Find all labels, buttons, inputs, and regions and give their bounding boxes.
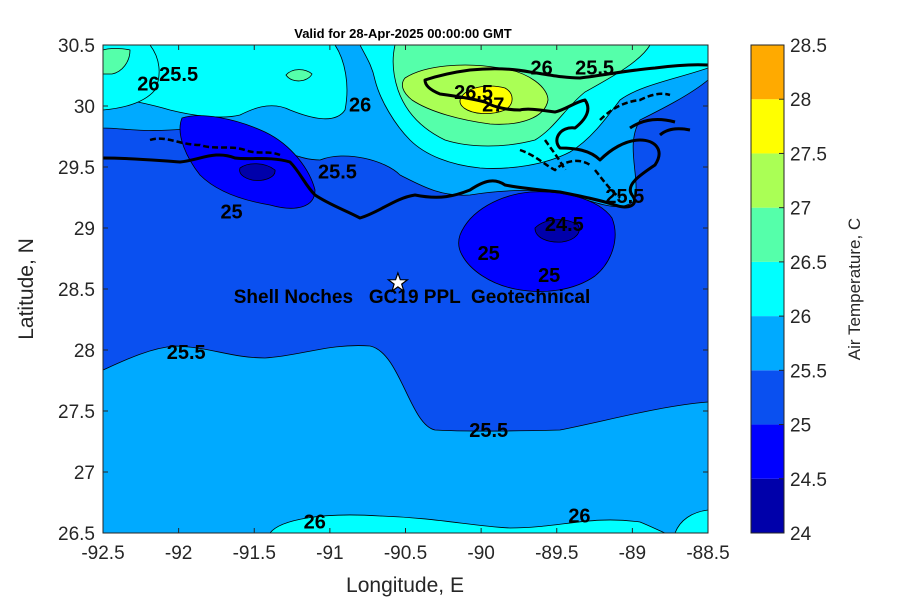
x-axis-label: Longitude, E [346, 574, 464, 597]
y-tick-label: 29.5 [58, 158, 95, 179]
contour-label: 26 [137, 74, 159, 96]
coastline-detail [149, 92, 671, 199]
contour-label: 25.5 [318, 161, 357, 183]
field-24-east [534, 219, 580, 243]
colorbar-tick-label: 27.5 [790, 144, 827, 165]
colorbar-segment [751, 45, 784, 100]
colorbar-tick-label: 26.5 [790, 253, 827, 274]
field-26-north [103, 45, 348, 120]
map-title: Valid for 28-Apr-2025 00:00:00 GMT [294, 26, 512, 41]
field-26-bottom-2 [674, 509, 708, 533]
colorbar-frame [750, 44, 785, 534]
colorbar-tick-label: 25 [790, 416, 811, 437]
colorbar-tick-label: 28.5 [790, 36, 827, 57]
x-tick-label: -90.5 [384, 543, 427, 564]
contour-label: 25.5 [575, 58, 614, 80]
colorbar-segment [751, 153, 784, 208]
contour-label: 27 [482, 94, 504, 116]
y-tick-label: 27 [74, 463, 95, 484]
contour-label: 24.5 [545, 214, 584, 236]
contour-label: 26 [531, 58, 553, 80]
y-axis-label: Latitude, N [15, 238, 38, 340]
colorbar-tick-label: 28 [790, 90, 811, 111]
colorbar-label: Air Temperature, C [845, 218, 864, 360]
site-star-marker [386, 271, 410, 293]
x-tick-label: -88.5 [686, 543, 729, 564]
x-axis-ticks: -92.5 -92 -91.5 -91 -90.5 -90 -89.5 -89 -88.5 [81, 45, 730, 564]
field-26.5-patch-small [285, 69, 313, 82]
site-name-label: Shell Noches GC19 PPL Geotechnical [234, 287, 591, 308]
x-tick-label: -92.5 [81, 543, 124, 564]
contour-label: 26 [568, 505, 590, 527]
colorbar-tick-label: 26 [790, 307, 811, 328]
y-tick-label: 26.5 [58, 524, 95, 545]
contour-label: 26 [349, 94, 371, 116]
field-26.5-patch-west [103, 48, 131, 75]
colorbar-segment [751, 261, 784, 317]
x-tick-label: -90 [467, 543, 494, 564]
island-chain [629, 118, 691, 137]
contour-label: 26.5 [454, 82, 493, 104]
x-tick-label: -89.5 [535, 543, 578, 564]
y-tick-label: 30 [74, 97, 95, 118]
contour-label: 25.5 [605, 186, 644, 208]
contour-label: 25.5 [167, 342, 206, 364]
field-25.5-south [103, 345, 708, 533]
contour-label: 25 [538, 265, 560, 287]
plot-area [103, 45, 708, 533]
field-24-west [239, 163, 276, 181]
y-tick-label: 28.5 [58, 280, 95, 301]
contour-label: 25 [220, 202, 242, 224]
contour-label: 26 [304, 512, 326, 534]
contour-label: 25.5 [159, 64, 198, 86]
colorbar-segment [751, 478, 784, 533]
colorbar [751, 45, 784, 533]
y-tick-label: 27.5 [58, 402, 95, 423]
colorbar-segment [751, 207, 784, 262]
contour-label: 25 [478, 243, 500, 265]
colorbar-tick-label: 25.5 [790, 361, 827, 382]
colorbar-tick-label: 27 [790, 199, 811, 220]
field-24.5-east [458, 191, 616, 292]
colorbar-segment [751, 370, 784, 425]
colorbar-tick-label: 24 [790, 524, 812, 545]
coastline [103, 63, 708, 220]
contour-label: 25.5 [469, 420, 508, 442]
colorbar-segment [751, 99, 784, 154]
y-tick-label: 28 [74, 341, 95, 362]
x-tick-label: -91 [316, 543, 343, 564]
colorbar-tick-label: 24.5 [790, 470, 827, 491]
x-tick-label: -91.5 [233, 543, 276, 564]
y-tick-label: 29 [74, 219, 95, 240]
x-tick-label: -89 [619, 543, 646, 564]
colorbar-ticks: 24 24.5 25 25.5 26 26.5 27 27.5 28 28.5 [779, 36, 827, 545]
colorbar-segment [751, 316, 784, 371]
x-tick-label: -92 [165, 543, 192, 564]
colorbar-segment [751, 424, 784, 479]
field-26-bottom-1 [269, 514, 666, 533]
field-24.5-west [179, 115, 316, 209]
y-tick-label: 30.5 [58, 36, 95, 57]
